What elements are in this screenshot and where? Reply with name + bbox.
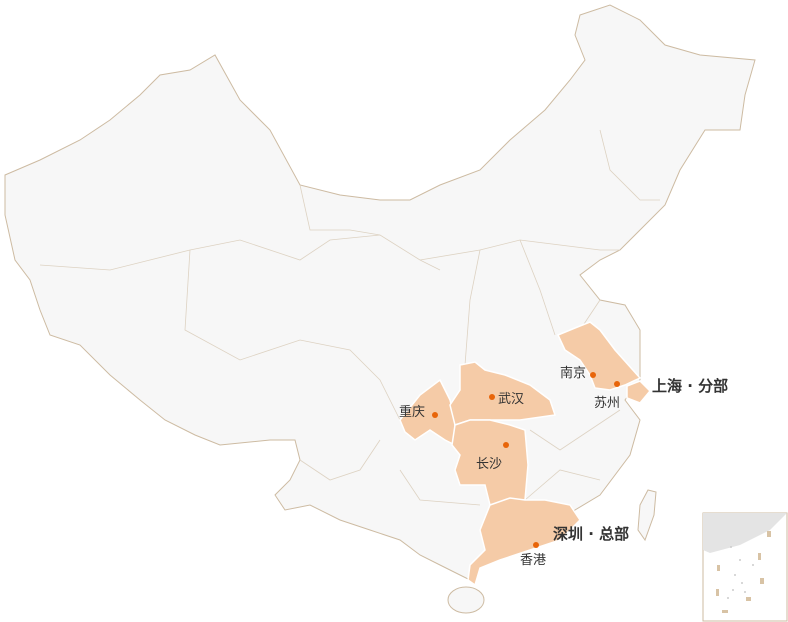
province-borders (39, 129, 660, 506)
china-mainland (4, 4, 756, 581)
label-shanghai-office: 上海 · 分部 (652, 377, 729, 395)
taiwan-island (637, 489, 657, 542)
region-hubei (449, 361, 556, 426)
label-nanjing: 南京 (560, 366, 587, 381)
label-wuhan: 武汉 (498, 392, 525, 407)
label-hongkong: 香港 (520, 553, 547, 568)
region-shanghai (626, 380, 652, 404)
marker-hongkong[interactable] (533, 542, 539, 548)
label-suzhou: 苏州 (594, 396, 621, 411)
hainan-island (447, 586, 485, 614)
label-shenzhen-hq: 深圳 · 总部 (553, 525, 630, 543)
south-china-sea-inset (702, 512, 788, 622)
marker-chongqing[interactable] (432, 412, 438, 418)
label-changsha: 长沙 (476, 457, 503, 472)
label-chongqing: 重庆 (399, 405, 426, 420)
region-guangdong (467, 497, 581, 587)
marker-nanjing[interactable] (590, 372, 596, 378)
region-jiangsu (556, 321, 642, 391)
marker-wuhan[interactable] (489, 394, 495, 400)
marker-suzhou[interactable] (614, 381, 620, 387)
marker-changsha[interactable] (503, 442, 509, 448)
